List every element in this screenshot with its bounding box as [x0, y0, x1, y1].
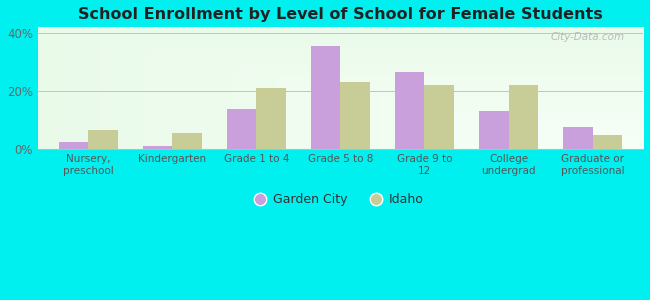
Bar [395, 72, 424, 149]
Bar [341, 82, 370, 149]
Title: School Enrollment by Level of School for Female Students: School Enrollment by Level of School for… [78, 7, 603, 22]
Bar [508, 85, 538, 149]
Bar [172, 133, 202, 149]
Bar [88, 130, 118, 149]
Bar [593, 135, 622, 149]
Legend: Garden City, Idaho: Garden City, Idaho [257, 193, 424, 206]
Text: City-Data.com: City-Data.com [551, 32, 625, 42]
Bar [58, 142, 88, 149]
Bar [563, 128, 593, 149]
Bar [479, 112, 508, 149]
Bar [256, 88, 286, 149]
Bar [424, 85, 454, 149]
Bar [311, 46, 341, 149]
Bar [143, 146, 172, 149]
Bar [227, 109, 256, 149]
